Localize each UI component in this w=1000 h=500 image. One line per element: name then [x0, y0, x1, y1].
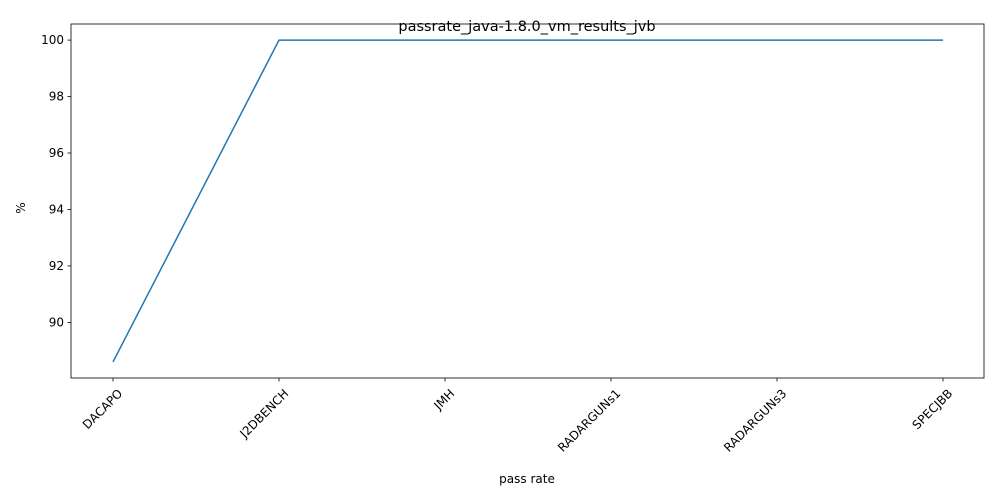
series-line-0 — [112, 39, 943, 363]
y-tick-label: 92 — [49, 259, 64, 273]
y-tick-label: 94 — [49, 202, 64, 216]
x-axis-label: pass rate — [499, 472, 555, 486]
y-tick-label: 100 — [41, 33, 64, 47]
y-tick-label: 90 — [49, 315, 64, 329]
y-axis-label: % — [14, 202, 28, 213]
plot-frame — [70, 23, 985, 379]
y-tick-label: 96 — [49, 146, 64, 160]
y-tick-label: 98 — [49, 90, 64, 104]
chart-title: passrate_java-1.8.0_vm_results_jvb — [398, 19, 655, 35]
